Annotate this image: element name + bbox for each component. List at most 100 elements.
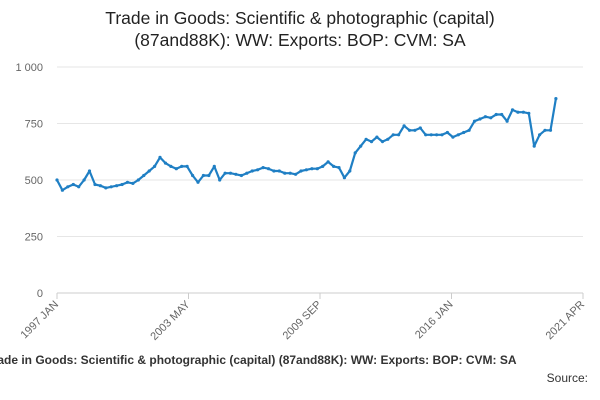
data-point [516, 110, 520, 114]
data-point [483, 115, 487, 119]
chart-title-line-1: Trade in Goods: Scientific & photographi… [105, 8, 495, 28]
data-point [87, 169, 92, 173]
data-point [315, 167, 319, 171]
data-point [104, 186, 108, 190]
data-point [478, 117, 482, 121]
data-point [548, 128, 553, 132]
data-point [245, 171, 249, 175]
x-tick-label: 2009 SEP [281, 299, 325, 343]
data-point [250, 169, 254, 173]
x-tick-label: 2003 MAY [148, 298, 193, 343]
y-tick-label: 0 [37, 288, 43, 300]
data-point [375, 135, 379, 139]
data-point [348, 169, 352, 173]
data-point [462, 130, 466, 135]
data-point [337, 166, 341, 170]
data-point [505, 119, 509, 123]
data-point [283, 171, 287, 175]
data-point [489, 116, 493, 120]
data-point [136, 178, 140, 182]
data-point [261, 166, 265, 170]
data-point [218, 178, 222, 182]
data-point [234, 172, 238, 176]
data-point [142, 173, 146, 178]
data-point [120, 182, 124, 187]
data-point [82, 178, 86, 182]
chart-caption: Trade in Goods: Scientific & photographi… [0, 353, 517, 367]
x-tick-label: 1997 JAN [18, 299, 61, 342]
data-point [228, 171, 233, 175]
data-point [554, 97, 558, 101]
data-point [147, 169, 151, 173]
data-point [445, 130, 449, 135]
data-point [256, 168, 260, 172]
source-label: Source: [546, 371, 588, 385]
data-point [407, 128, 412, 132]
data-point [456, 133, 460, 137]
data-point [60, 188, 64, 192]
y-tick-label: 250 [25, 232, 43, 244]
data-point [266, 167, 271, 171]
data-point [397, 133, 401, 137]
data-point [380, 140, 384, 144]
data-point [93, 182, 97, 187]
data-point [125, 180, 130, 184]
x-tick-label: 2021 APR [544, 299, 588, 343]
data-point [131, 181, 135, 185]
data-point [201, 173, 205, 178]
data-point [359, 144, 363, 148]
data-point [310, 167, 314, 171]
data-point [510, 108, 515, 112]
data-point [169, 164, 173, 168]
data-point [326, 160, 330, 164]
data-point [223, 171, 227, 175]
data-point [500, 112, 504, 117]
data-point [386, 137, 390, 141]
y-tick-label: 500 [25, 175, 43, 187]
data-point [272, 169, 276, 173]
data-point [527, 111, 531, 115]
data-point [332, 164, 336, 168]
data-point [294, 172, 298, 176]
data-point [185, 164, 189, 168]
data-point [304, 168, 308, 172]
data-point [180, 164, 184, 168]
data-point [163, 161, 168, 165]
data-point [467, 128, 471, 132]
data-point [429, 133, 433, 137]
data-point [196, 180, 200, 184]
x-tick-label: 2016 JAN [413, 299, 456, 342]
data-point [451, 135, 455, 139]
data-point [299, 169, 303, 173]
data-point [98, 184, 102, 188]
data-point [424, 133, 428, 137]
data-point [153, 164, 157, 168]
chart-title-line-2: (87and88K): WW: Exports: BOP: CVM: SA [134, 30, 466, 50]
data-point [364, 137, 368, 141]
data-point [543, 128, 547, 132]
data-point [109, 185, 113, 189]
data-point [321, 164, 325, 168]
data-point [207, 173, 211, 178]
data-point [494, 112, 498, 117]
y-tick-label: 750 [25, 119, 43, 131]
data-point [418, 126, 422, 130]
data-point [369, 140, 374, 144]
data-point [55, 178, 59, 182]
data-point [402, 124, 406, 128]
data-point [532, 144, 536, 148]
data-point [413, 128, 417, 132]
data-point [538, 133, 542, 137]
data-point [191, 173, 195, 178]
data-point [66, 185, 70, 189]
data-point [277, 169, 281, 173]
data-point [239, 173, 243, 178]
data-point [212, 164, 216, 168]
data-point [440, 133, 444, 137]
data-point [77, 185, 81, 189]
data-point [115, 184, 119, 188]
series-line [55, 97, 558, 192]
data-point [71, 182, 75, 187]
